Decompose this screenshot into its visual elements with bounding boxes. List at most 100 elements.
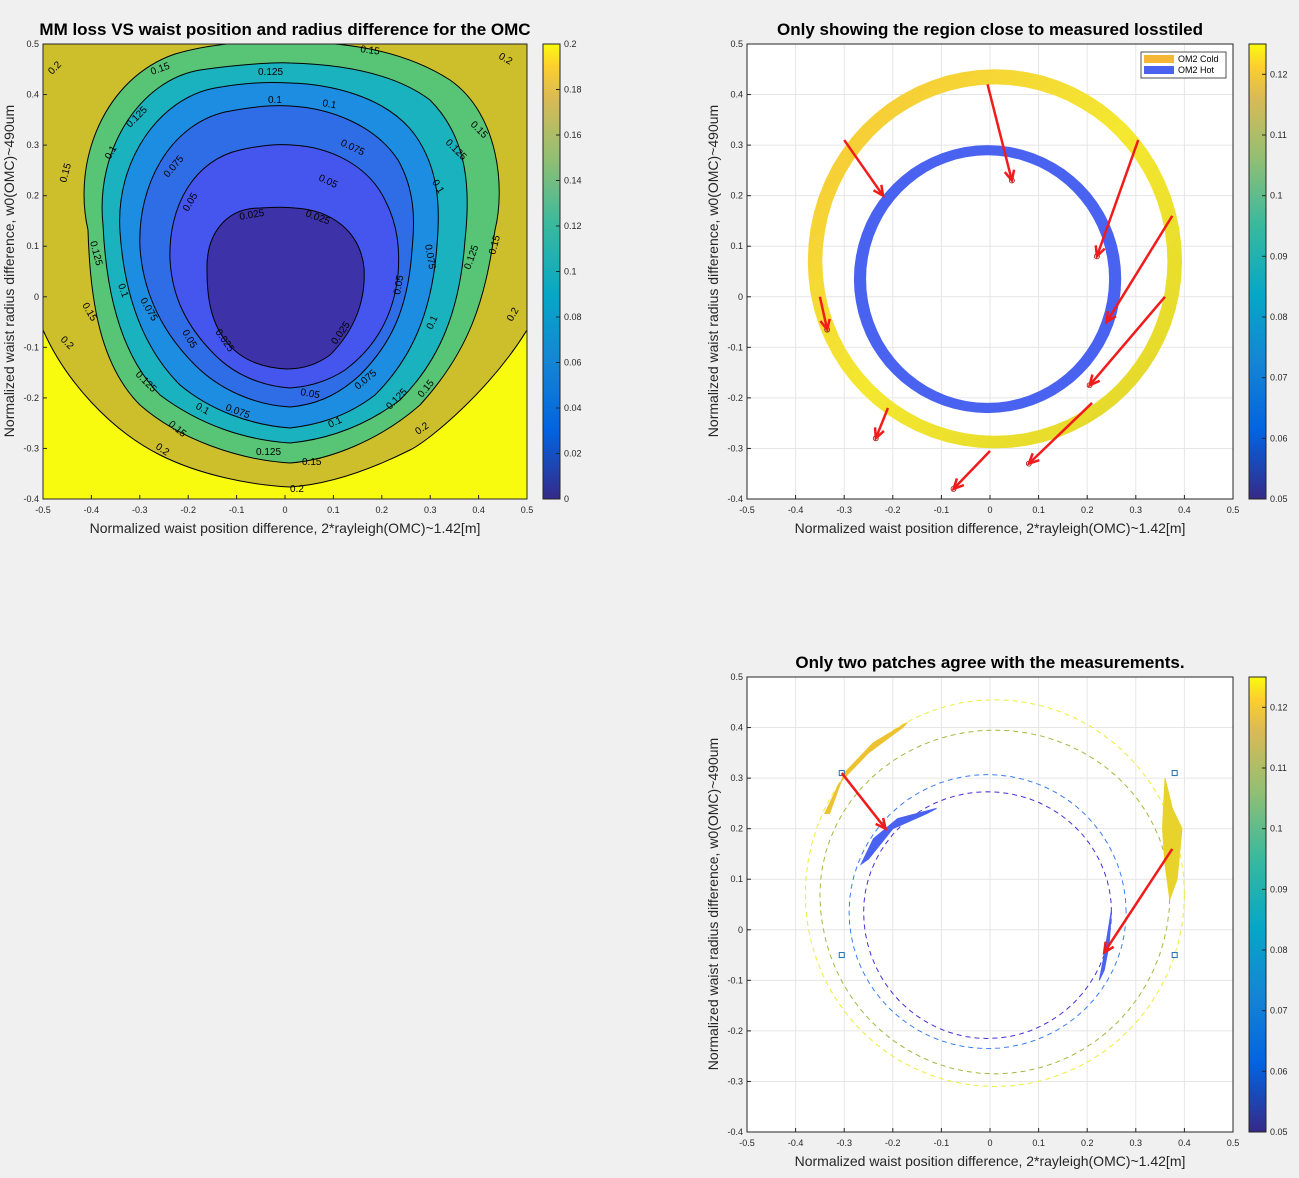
x-tick-label: -0.4: [84, 505, 100, 515]
arrow-head: [1087, 374, 1101, 388]
chart2-legend: OM2 Cold OM2 Hot: [1140, 51, 1227, 79]
x-tick-label: 0.5: [1227, 1138, 1240, 1148]
chart2-colorbar-ticks: 0.05 0.06 0.07 0.08 0.09 0.1 0.11 0.12: [1262, 69, 1288, 504]
colorbar-tick-label: 0.08: [1270, 312, 1288, 322]
arrow-head: [872, 184, 885, 199]
colorbar-tick-label: 0.02: [564, 449, 582, 459]
square-marker: [838, 952, 845, 959]
y-tick-label: -0.1: [23, 342, 39, 352]
colorbar-tick-label: 0.05: [1270, 494, 1288, 504]
y-tick-label: -0.1: [727, 975, 743, 985]
chart1-colorbar: 0 0.02 0.04 0.06 0.08 0.1 0.12 0.14 0.16 0.18 0.2: [542, 39, 582, 504]
colorbar-tick-label: 0.07: [1270, 1006, 1288, 1016]
chart2-arrows: [818, 84, 1174, 492]
svg-text:0.125: 0.125: [258, 67, 283, 78]
arrow-shaft: [843, 139, 885, 197]
patch-scatter-chart: Only two patches agree with the measurem…: [705, 653, 1288, 1169]
arrow-shaft: [1095, 139, 1140, 257]
svg-text:0.1: 0.1: [327, 415, 345, 431]
y-tick-label: -0.2: [23, 393, 39, 403]
chart1-yticks: -0.4 -0.3 -0.2 -0.1 0 0.1 0.2 0.3 0.4 0.5: [23, 39, 47, 504]
y-tick-label: 0.1: [730, 241, 743, 251]
arrow-shaft: [1088, 295, 1166, 387]
x-tick-label: 0.5: [521, 505, 534, 515]
y-tick-label: 0.2: [730, 824, 743, 834]
x-tick-label: -0.5: [35, 505, 51, 515]
x-tick-label: 0.3: [1130, 505, 1143, 515]
y-tick-label: 0.4: [26, 90, 39, 100]
x-tick-label: -0.1: [934, 505, 950, 515]
chart3-dashed-rings: [804, 699, 1185, 1088]
arrow-head: [1102, 941, 1115, 955]
chart1-xticks: -0.5 -0.4 -0.3 -0.2 -0.1 0 0.1 0.2 0.3 0.4 0.5: [35, 495, 533, 515]
chart2-xticks: -0.5 -0.4 -0.3 -0.2 -0.1 0 0.1 0.2 0.3 0.4 0.5: [739, 495, 1239, 515]
chart1-title: MM loss VS waist position and radius dif…: [39, 20, 530, 39]
x-tick-label: -0.4: [788, 505, 804, 515]
arrow-shaft: [1103, 848, 1174, 954]
patch-hot-left: [859, 807, 937, 866]
colorbar-tick-label: 0.1: [1270, 191, 1283, 201]
square-marker: [1171, 770, 1178, 777]
x-tick-label: 0.4: [1178, 1138, 1191, 1148]
x-tick-label: 0.1: [327, 505, 340, 515]
colorbar-tick-label: 0.08: [564, 312, 582, 322]
x-tick-label: 0.4: [472, 505, 485, 515]
y-tick-label: 0.4: [730, 90, 743, 100]
legend-swatch-hot: [1144, 66, 1174, 74]
x-tick-label: 0.2: [1081, 1138, 1094, 1148]
x-tick-label: -0.1: [229, 505, 245, 515]
arrow-shaft: [874, 407, 890, 439]
x-tick-label: 0.4: [1178, 505, 1191, 515]
y-tick-label: -0.4: [23, 494, 39, 504]
contour-chart: MM loss VS waist position and radius dif…: [1, 20, 582, 536]
svg-text:0.05: 0.05: [392, 274, 406, 296]
x-tick-label: -0.3: [132, 505, 148, 515]
square-marker: [1171, 952, 1178, 959]
colorbar-tick-label: 0: [564, 494, 569, 504]
colorbar-tick-label: 0.1: [564, 267, 577, 277]
x-tick-label: -0.2: [885, 505, 901, 515]
arrow-head: [1094, 245, 1106, 260]
colorbar-tick-label: 0.2: [564, 39, 577, 49]
square-marker: [838, 770, 845, 777]
y-tick-label: -0.2: [727, 1026, 743, 1036]
y-tick-label: 0.1: [730, 874, 743, 884]
chart3-ylabel: Normalized waist radius difference, w0(O…: [705, 738, 721, 1070]
legend-label-cold: OM2 Cold: [1178, 54, 1219, 64]
y-tick-label: -0.3: [727, 443, 743, 453]
contour-level-0025: [206, 206, 365, 370]
y-tick-label: -0.1: [727, 342, 743, 352]
arrow-head: [951, 478, 965, 491]
chart1-xlabel: Normalized waist position difference, 2*…: [90, 520, 481, 536]
y-tick-label: 0.4: [730, 723, 743, 733]
y-tick-label: 0: [34, 292, 39, 302]
colorbar-tick-label: 0.11: [1270, 763, 1287, 773]
contour-fill: [43, 44, 527, 499]
chart3-xticks: -0.5 -0.4 -0.3 -0.2 -0.1 0 0.1 0.2 0.3 0.4 0.5: [739, 1128, 1239, 1148]
chart3-colorbar: 0.05 0.06 0.07 0.08 0.09 0.1 0.11 0.12: [1248, 676, 1288, 1137]
chart3-xlabel: Normalized waist position difference, 2*…: [795, 1153, 1186, 1169]
x-tick-label: -0.3: [836, 505, 852, 515]
arrow-head: [1003, 169, 1016, 184]
svg-text:0.1: 0.1: [115, 282, 130, 299]
legend-swatch-cold: [1144, 55, 1174, 63]
svg-text:0.2: 0.2: [290, 484, 304, 495]
colorbar-tick-label: 0.06: [564, 358, 582, 368]
svg-text:0.15: 0.15: [487, 234, 503, 256]
x-tick-label: 0.2: [376, 505, 389, 515]
svg-text:0.025: 0.025: [239, 208, 266, 223]
colorbar-tick-label: 0.06: [1270, 1066, 1288, 1076]
colorbar-tick-label: 0.09: [1270, 884, 1288, 894]
dashed-ring: [819, 729, 1171, 1075]
chart2-ylabel: Normalized waist radius difference, w0(O…: [705, 105, 721, 437]
colorbar-tick-label: 0.14: [564, 176, 582, 186]
x-tick-label: 0.5: [1227, 505, 1240, 515]
colorbar-tick-label: 0.11: [1270, 130, 1287, 140]
chart1-colorbar-ticks: 0 0.02 0.04 0.06 0.08 0.1 0.12 0.14 0.16 0.18 0.2: [556, 39, 582, 504]
x-tick-label: -0.4: [788, 1138, 804, 1148]
arrow-head: [1026, 452, 1040, 466]
svg-text:0.1: 0.1: [321, 98, 337, 111]
svg-text:0.1: 0.1: [425, 314, 441, 332]
y-tick-label: 0.3: [730, 140, 743, 150]
